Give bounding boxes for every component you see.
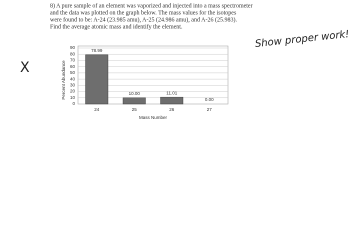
question-line: Find the average atomic mass and identif… (50, 23, 183, 30)
x-tick-label: 26 (169, 107, 175, 112)
y-tick-label: 30 (70, 83, 76, 88)
bar (85, 54, 109, 105)
question-line: 8) A pure sample of an element was vapor… (50, 2, 253, 9)
y-tick-label: 20 (70, 89, 76, 94)
y-tick-label: 10 (70, 95, 76, 100)
question-line: were found to be: A-24 (23.985 amu), A-2… (50, 16, 237, 23)
value-label: 11.01 (166, 90, 177, 95)
y-tick-label: 0 (72, 101, 75, 106)
y-tick-label: 40 (70, 76, 76, 81)
value-label: 78.99 (91, 48, 103, 53)
x-tick-label: 27 (207, 107, 213, 112)
value-label: 0.00 (205, 97, 214, 102)
handwritten-note: Show proper work! (254, 29, 349, 50)
x-tick-label: 24 (94, 107, 100, 112)
handwritten-mark: X (20, 60, 30, 76)
value-label: 10.00 (129, 91, 141, 96)
y-axis-label: Percent Abundance (61, 60, 66, 100)
page: 8) A pure sample of an element was vapor… (20, 2, 350, 120)
bar (122, 97, 146, 105)
x-axis-label: Mass Number (139, 115, 168, 120)
question-line: and the data was plotted on the graph be… (50, 9, 237, 16)
y-tick-label: 50 (70, 70, 76, 75)
bar (160, 96, 184, 105)
y-tick-label: 80 (70, 51, 76, 56)
y-tick-label: 70 (70, 58, 76, 63)
y-tick-label: 60 (70, 64, 76, 69)
x-tick-label: 25 (132, 107, 138, 112)
y-tick-label: 90 (70, 45, 76, 50)
